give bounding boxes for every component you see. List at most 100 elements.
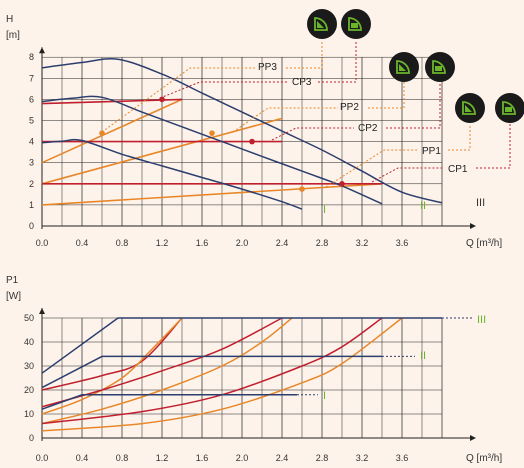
bottom-speed-label-iii: III xyxy=(477,314,486,326)
bottom-speed-line-i xyxy=(41,394,297,410)
bottom-x-tick-label: 1.6 xyxy=(196,453,209,463)
label-pp2: PP2 xyxy=(340,102,359,113)
label-cp3: CP3 xyxy=(292,77,312,88)
mode-icon-arc xyxy=(502,101,516,115)
bottom-x-tick-label: 2.4 xyxy=(276,453,289,463)
marker-cp3 xyxy=(159,96,165,103)
leader-cp2 xyxy=(271,127,354,141)
mode-icon-arc xyxy=(348,17,362,31)
bottom-y-tick-label: 30 xyxy=(24,361,34,371)
leader-cp1 xyxy=(371,167,444,183)
proportional-pressure-icon xyxy=(462,101,476,115)
top-y-tick-label: 3 xyxy=(29,158,34,168)
curve-pp2 xyxy=(41,117,283,185)
top-speed-label-i: I xyxy=(323,204,326,216)
mode-icon-arc xyxy=(314,17,328,31)
mode-icon-bg-pp2 xyxy=(389,52,419,82)
marker-pp2 xyxy=(209,130,215,136)
power-curve-5 xyxy=(41,317,383,425)
bottom-y-tick-label: 20 xyxy=(24,385,34,395)
top-x-tick-label: 0.0 xyxy=(36,238,49,248)
bottom-x-arrow xyxy=(470,435,476,441)
bottom-speed-line-ii xyxy=(41,355,382,389)
top-speed-curve-ii xyxy=(41,95,383,205)
label-pp3: PP3 xyxy=(258,62,277,73)
top-y-tick-label: 0 xyxy=(29,221,34,231)
curve-pp3 xyxy=(41,98,183,164)
bottom-speed-label-i: I xyxy=(323,390,326,402)
bottom-x-tick-label: 2.0 xyxy=(236,453,249,463)
bottom-speed-line-iii xyxy=(41,317,442,374)
bottom-y-tick-label: 50 xyxy=(24,313,34,323)
mode-icon-arc xyxy=(396,60,410,74)
mode-icon-arc xyxy=(432,60,446,74)
mode-icon-arc xyxy=(462,101,476,115)
top-speed-label-iii: III xyxy=(476,197,485,209)
leader-cp1-icon xyxy=(476,124,511,169)
bottom-y-axis-unit: [W] xyxy=(6,291,21,302)
bottom-y-tick-label: 0 xyxy=(29,433,34,443)
bottom-y-tick-label: 40 xyxy=(24,337,34,347)
bottom-x-tick-label: 3.6 xyxy=(396,453,409,463)
top-x-tick-label: 2.4 xyxy=(276,238,289,248)
constant-pressure-icon xyxy=(348,17,362,31)
power-curve-2 xyxy=(41,317,183,415)
marker-cp1 xyxy=(339,181,345,187)
mode-icon-fill xyxy=(317,21,324,28)
mode-icon-fill xyxy=(435,66,442,71)
leader-pp3 xyxy=(101,67,255,133)
leader-pp2 xyxy=(232,107,338,133)
leader-cp2-icon xyxy=(386,82,441,129)
curve-pp1 xyxy=(41,183,383,206)
proportional-pressure-icon xyxy=(396,60,410,74)
constant-pressure-icon xyxy=(432,60,446,74)
top-x-tick-label: 3.2 xyxy=(356,238,369,248)
power-curve-4 xyxy=(41,317,293,425)
top-x-tick-label: 2.0 xyxy=(236,238,249,248)
bottom-x-tick-label: 0.4 xyxy=(76,453,89,463)
top-y-tick-label: 4 xyxy=(29,137,34,147)
mode-icon-fill xyxy=(351,23,358,28)
top-y-tick-label: 1 xyxy=(29,200,34,210)
top-y-axis-label: H xyxy=(6,14,13,25)
top-y-arrow xyxy=(39,47,45,54)
bottom-x-tick-label: 0.8 xyxy=(116,453,129,463)
top-x-arrow xyxy=(470,223,476,229)
top-x-tick-label: 3.6 xyxy=(396,238,409,248)
mode-icon-bg-pp1 xyxy=(455,93,485,123)
power-curve-1 xyxy=(41,317,183,391)
leader-cp3 xyxy=(159,81,288,99)
label-cp2: CP2 xyxy=(358,123,378,134)
bottom-x-axis-label: Q [m³/h] xyxy=(466,453,502,464)
top-x-tick-label: 0.4 xyxy=(76,238,89,248)
bottom-x-tick-label: 2.8 xyxy=(316,453,329,463)
constant-pressure-icon xyxy=(502,101,516,115)
marker-cp2 xyxy=(249,138,255,145)
curve-cp3 xyxy=(41,98,183,105)
bottom-x-tick-label: 0.0 xyxy=(36,453,49,463)
bottom-y-tick-label: 10 xyxy=(24,409,34,419)
leader-pp2-icon xyxy=(368,82,405,109)
bottom-speed-label-ii: II xyxy=(420,350,426,362)
mode-icon-fill xyxy=(399,64,406,71)
top-x-axis-label: Q [m³/h] xyxy=(466,238,502,249)
proportional-pressure-icon xyxy=(314,17,328,31)
top-x-tick-label: 2.8 xyxy=(316,238,329,248)
marker-pp3 xyxy=(99,130,105,136)
marker-pp1 xyxy=(299,186,305,192)
leader-pp1-icon xyxy=(448,124,471,151)
label-pp1: PP1 xyxy=(422,146,441,157)
bottom-y-axis-label: P1 xyxy=(6,275,19,286)
mode-icon-bg-pp3 xyxy=(307,9,337,39)
bottom-x-tick-label: 3.2 xyxy=(356,453,369,463)
top-y-tick-label: 6 xyxy=(29,94,34,104)
top-y-tick-label: 5 xyxy=(29,116,34,126)
power-curve-6 xyxy=(41,317,403,432)
top-y-tick-label: 2 xyxy=(29,179,34,189)
top-speed-curve-iii xyxy=(41,58,443,204)
top-speed-curve-i xyxy=(41,138,303,210)
top-speed-label-ii: II xyxy=(420,200,426,212)
top-y-tick-label: 8 xyxy=(29,52,34,62)
